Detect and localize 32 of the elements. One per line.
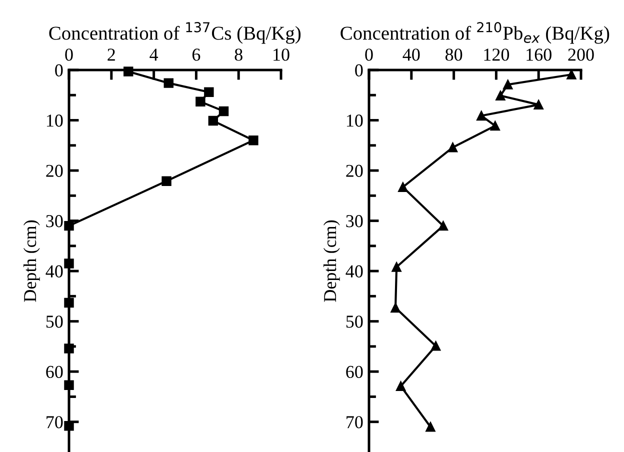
x-tick-label: 200: [568, 48, 594, 61]
y-tick-label: 30: [346, 215, 363, 228]
y-tick-label: 50: [346, 316, 363, 328]
y-tick-label: 50: [46, 316, 63, 328]
x-axis-title: Concentration of $^{137}$Cs (Bq/Kg): [49, 22, 301, 44]
x-tick-label: 10: [274, 48, 290, 61]
x-tick-label: 2: [108, 48, 115, 61]
x-tick-label: 6: [192, 48, 200, 61]
x-tick-label: 0: [365, 48, 373, 61]
y-tick-label: 10: [46, 114, 63, 127]
y-tick-label: 10: [346, 114, 363, 127]
y-tick-label: 70: [346, 416, 363, 428]
x-axis-title: Concentration of $^{210}$Pb$_{ex}$ (Bq/Kg): [340, 22, 610, 44]
y-axis-title: Depth (cm): [323, 220, 340, 302]
y-tick-label: 40: [346, 265, 363, 278]
y-tick-label: 0: [355, 64, 363, 76]
y-tick-label: 40: [46, 265, 63, 278]
x-tick-label: 80: [445, 48, 462, 61]
y-tick-label: 30: [46, 215, 63, 228]
y-tick-label: 20: [346, 164, 363, 177]
y-tick-label: 60: [346, 366, 363, 378]
y-tick-label: 70: [46, 416, 63, 428]
x-tick-label: 4: [150, 48, 158, 61]
y-tick-label: 0: [55, 64, 63, 76]
x-tick-label: 8: [234, 48, 242, 61]
y-tick-label: 20: [46, 164, 63, 177]
x-tick-label: 40: [402, 48, 420, 61]
x-tick-label: 160: [526, 48, 552, 61]
x-tick-label: 120: [484, 48, 510, 61]
y-axis-title: Depth (cm): [23, 220, 40, 302]
x-tick-label: 0: [65, 48, 73, 61]
y-tick-label: 60: [46, 366, 63, 378]
